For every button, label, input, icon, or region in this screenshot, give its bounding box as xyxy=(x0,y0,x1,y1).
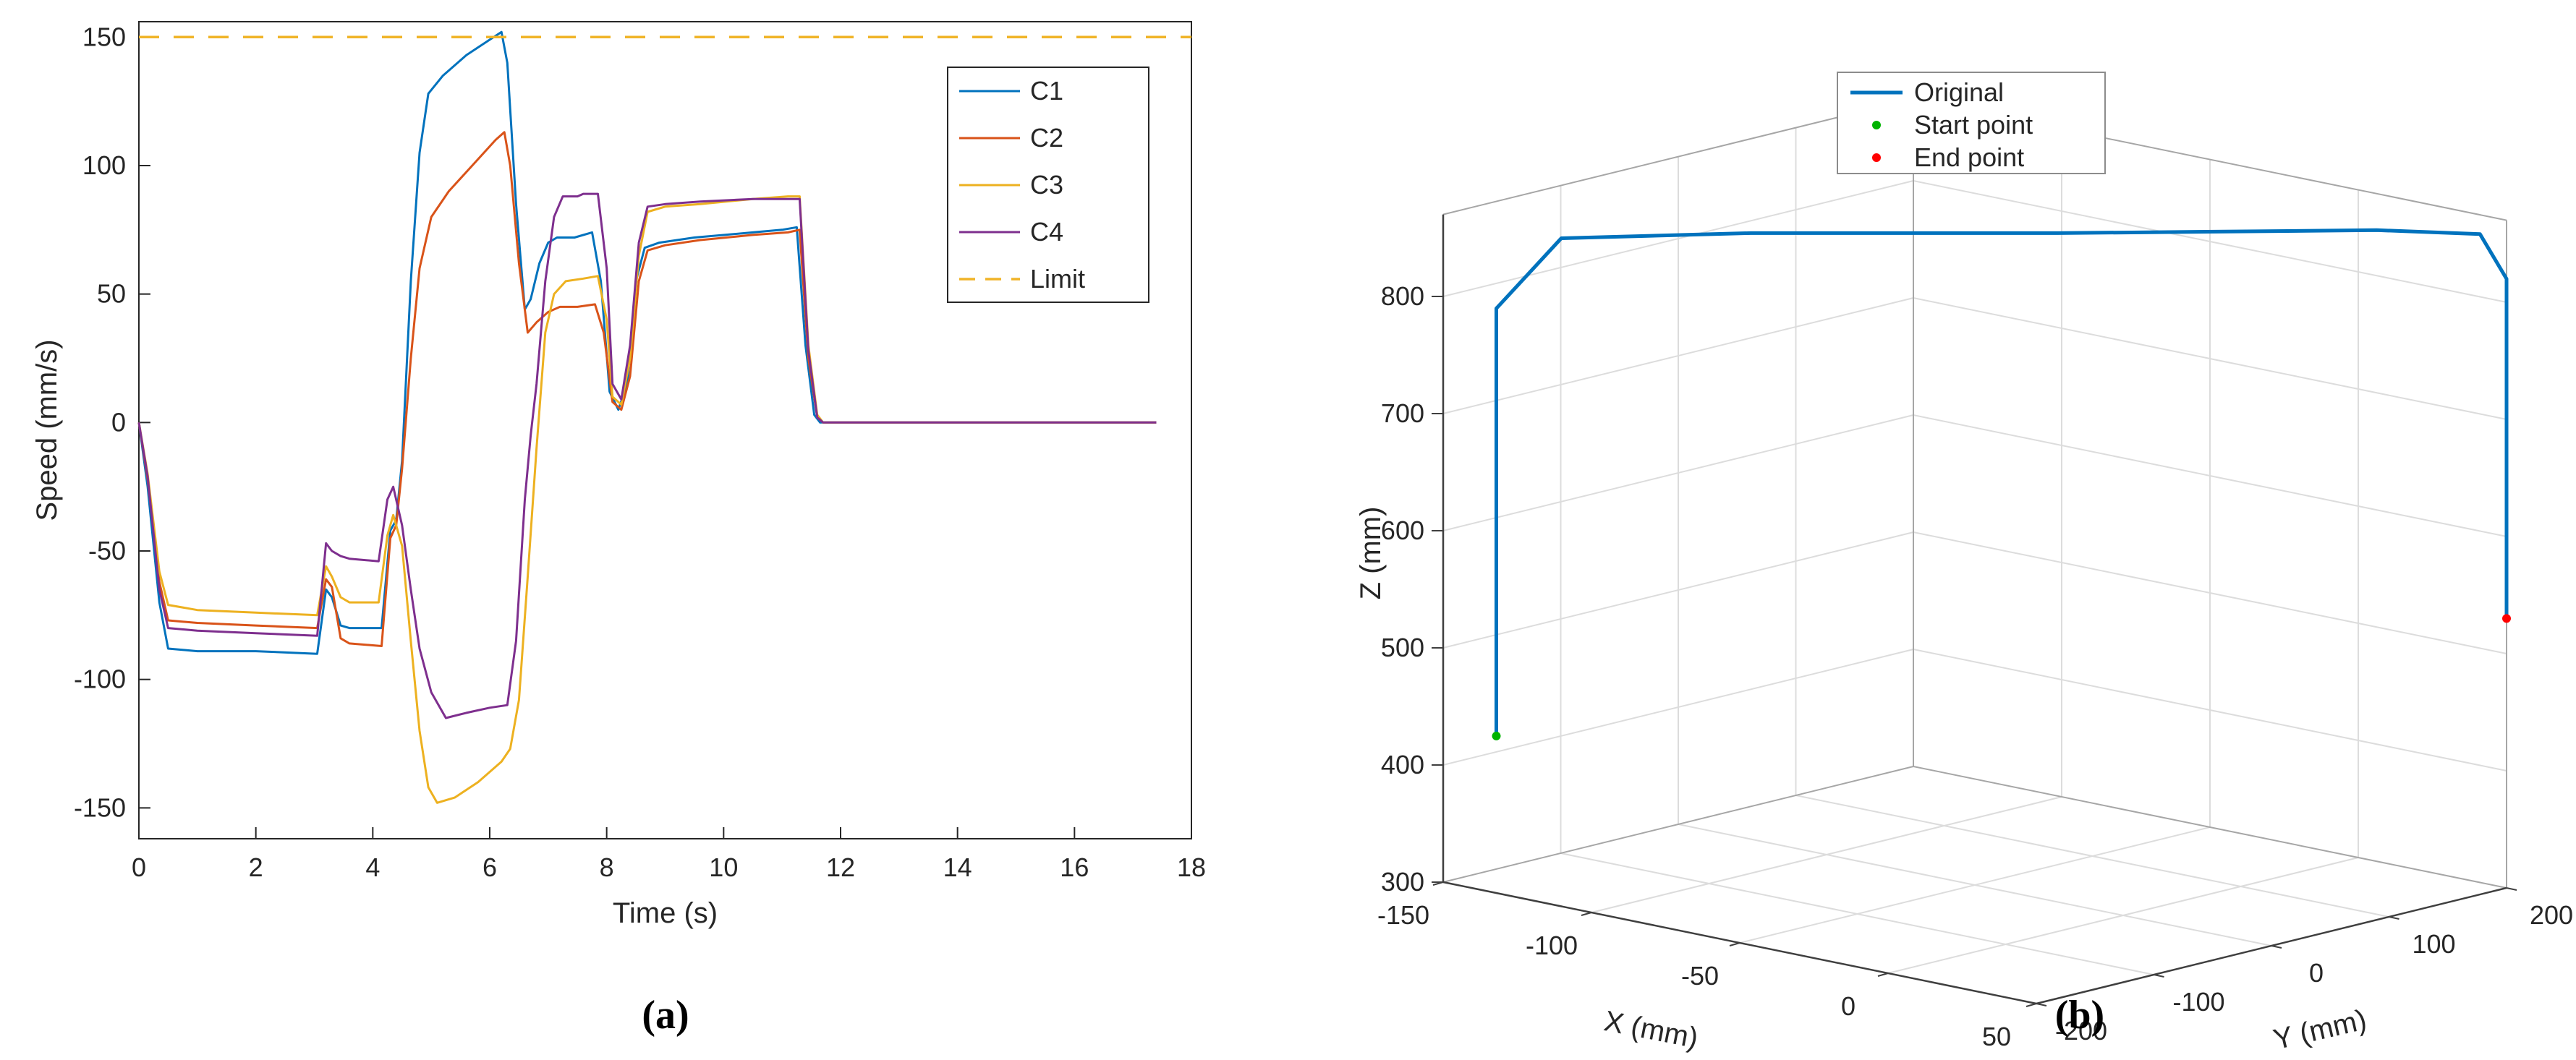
x-tick xyxy=(1729,942,1740,946)
x-tick-label: 8 xyxy=(600,852,614,882)
trajectory-chart: 300 400 500 600 700 800 -150 -100 -50 0 50 -200 -100… xyxy=(1355,72,2573,1056)
y-tick-label: 150 xyxy=(82,22,126,51)
y-tick xyxy=(2506,887,2517,891)
x-tick xyxy=(1877,973,1889,977)
legend-label: C4 xyxy=(1030,217,1063,247)
start-point-marker xyxy=(1492,731,1501,740)
series-c2 xyxy=(137,131,1157,647)
x-tick-label: -100 xyxy=(1526,931,1578,960)
legend-label: Limit xyxy=(1030,264,1085,294)
series-c4 xyxy=(137,192,1157,719)
y-tick xyxy=(2036,1003,2047,1006)
x-tick xyxy=(1581,912,1592,916)
legend-label: C3 xyxy=(1030,170,1063,200)
z-tick-label: 700 xyxy=(1381,398,1424,428)
y-tick-label: 0 xyxy=(2309,958,2324,988)
legend-label: Original xyxy=(1914,77,2004,107)
x-tick-label: 10 xyxy=(709,852,738,882)
legend-sample-marker xyxy=(1872,121,1881,129)
x-tick xyxy=(2025,1003,2037,1007)
y-tick-label: -100 xyxy=(74,664,126,694)
x-tick-label: 16 xyxy=(1060,852,1089,882)
x-tick-label: -150 xyxy=(1377,900,1429,930)
x-tick xyxy=(1432,881,1444,886)
legend-label: C1 xyxy=(1030,76,1063,106)
legend-box xyxy=(1837,72,2106,174)
y-tick-label: 50 xyxy=(97,279,126,309)
x-tick-label: 2 xyxy=(249,852,263,882)
y-tick-label: -100 xyxy=(2172,987,2224,1017)
y-tick-label: 200 xyxy=(2530,900,2573,930)
y-tick-label: -200 xyxy=(2055,1016,2107,1046)
y-tick-label: -50 xyxy=(88,536,126,565)
y-axis-label: Speed (mm/s) xyxy=(31,339,63,521)
grid-y-floor xyxy=(1795,795,2389,918)
y-tick-label: -150 xyxy=(74,792,126,822)
legend-label: C2 xyxy=(1030,123,1063,153)
z-tick-label: 500 xyxy=(1381,633,1424,662)
x-tick-label: 50 xyxy=(1982,1022,2011,1051)
z-tick-label: 400 xyxy=(1381,750,1424,779)
pane-edge-floor-back xyxy=(1913,766,2507,889)
x-tick-label: 0 xyxy=(1841,991,1856,1021)
grid-y-floor xyxy=(1560,852,2154,975)
x-tick-label: 6 xyxy=(483,852,497,882)
x-tick-label: 4 xyxy=(365,852,380,882)
z-axis-label: Z (mm) xyxy=(1355,507,1387,600)
x-axis-label: Time (s) xyxy=(613,897,718,929)
pane-edge-floor-left xyxy=(1442,766,1914,883)
y-tick xyxy=(2389,916,2399,920)
y-tick xyxy=(2154,974,2164,978)
legend-label: End point xyxy=(1914,142,2024,172)
caption-b: (b) xyxy=(2054,993,2105,1038)
speed-chart: 0 2 4 6 8 10 12 14 16 18 -150 -100 -50 0 50 100 150 Time … xyxy=(31,21,1206,929)
series-c1 xyxy=(137,30,1157,655)
legend-sample-marker xyxy=(1872,153,1881,162)
z-tick-label: 600 xyxy=(1381,516,1424,545)
z-tick-label: 300 xyxy=(1381,867,1424,897)
pane-edge-top-left xyxy=(1442,98,1914,215)
caption-a: (a) xyxy=(642,993,689,1038)
x-axis-label: X (mm) xyxy=(1602,1005,1701,1054)
x-tick-label: 12 xyxy=(826,852,855,882)
end-point-marker xyxy=(2502,614,2511,623)
y-tick xyxy=(2271,945,2282,949)
series-c3 xyxy=(137,195,1157,804)
grid-y-floor xyxy=(1678,824,2272,946)
y-axis-label: Y (mm) xyxy=(2271,1004,2370,1056)
x-tick-label: -50 xyxy=(1681,961,1719,991)
x-tick-label: 18 xyxy=(1177,852,1206,882)
x-tick-label: 14 xyxy=(943,852,972,882)
x-tick-label: 0 xyxy=(132,852,146,882)
y-tick-label: 100 xyxy=(2412,929,2455,959)
z-tick-label: 800 xyxy=(1381,281,1424,311)
legend-label: Start point xyxy=(1914,110,2033,140)
y-tick-label: 0 xyxy=(111,407,126,437)
y-tick-label: 100 xyxy=(82,150,126,180)
trajectory-line xyxy=(1495,228,2509,738)
